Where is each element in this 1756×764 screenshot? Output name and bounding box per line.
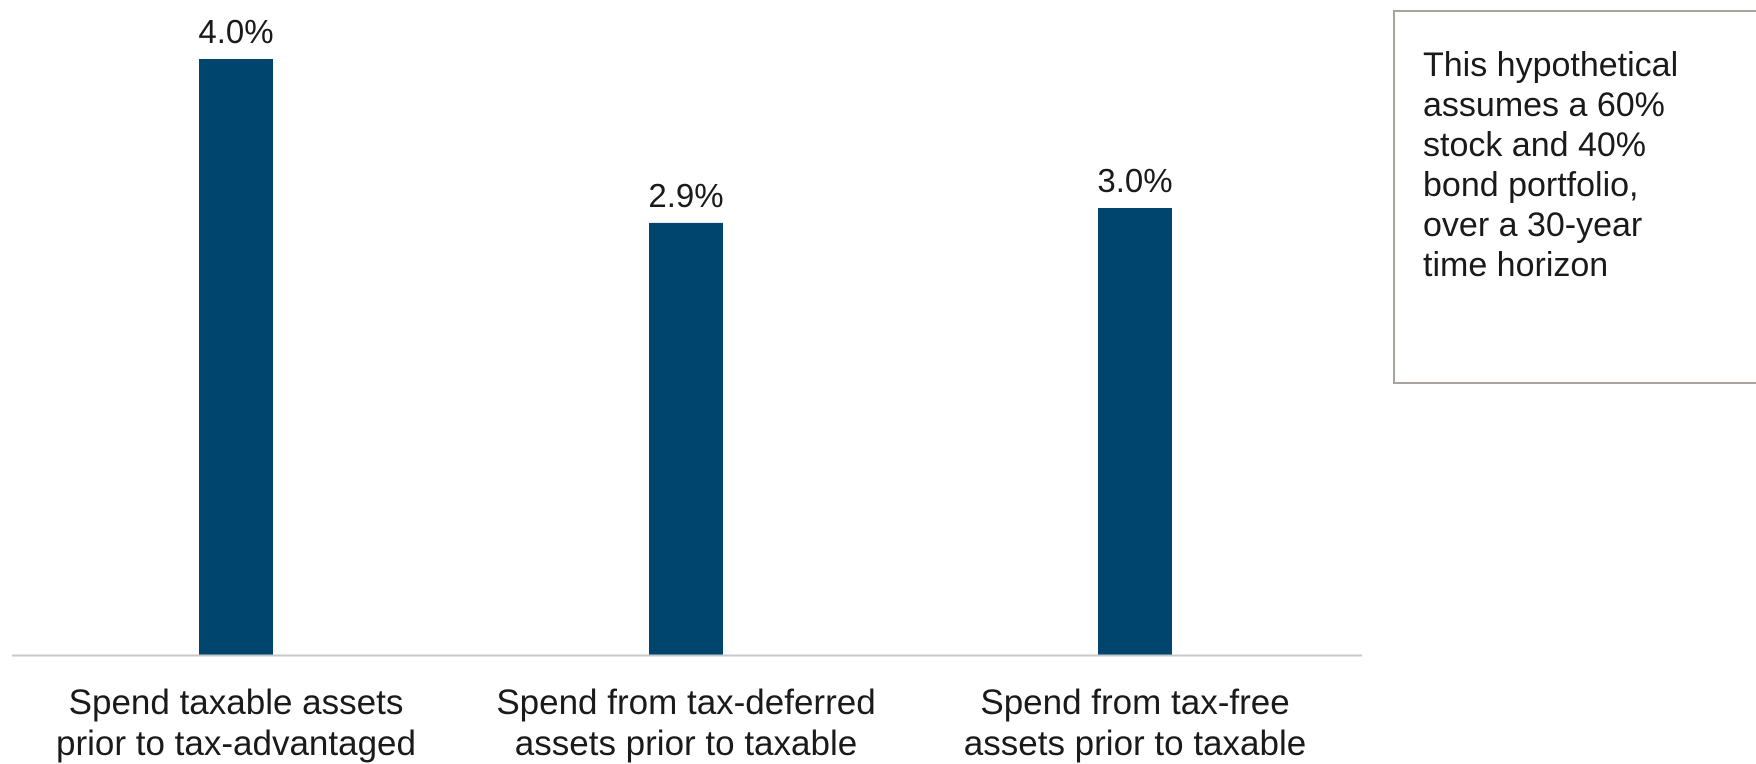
category-label-1: Spend taxable assets prior to tax-advant… (56, 683, 416, 763)
category-label-3: Spend from tax-free assets prior to taxa… (963, 683, 1307, 763)
note-text: This hypothetical assumes a 60% stock an… (1423, 46, 1679, 284)
data-label-2: 2.9% (648, 177, 723, 214)
data-label-1: 4.0% (198, 13, 273, 50)
bar-chart: 4.0% 2.9% 3.0% Spend taxable assets prior … (12, 13, 1362, 763)
bar-2 (649, 222, 723, 655)
bar-1 (199, 59, 273, 655)
bar-chart-plot: 4.0% 2.9% 3.0% (12, 13, 1362, 657)
category-label-2: Spend from tax-deferred assets prior to … (496, 683, 876, 763)
data-label-3: 3.0% (1097, 162, 1172, 199)
note-box: This hypothetical assumes a 60% stock an… (1393, 10, 1756, 384)
bar-3 (1098, 208, 1172, 655)
